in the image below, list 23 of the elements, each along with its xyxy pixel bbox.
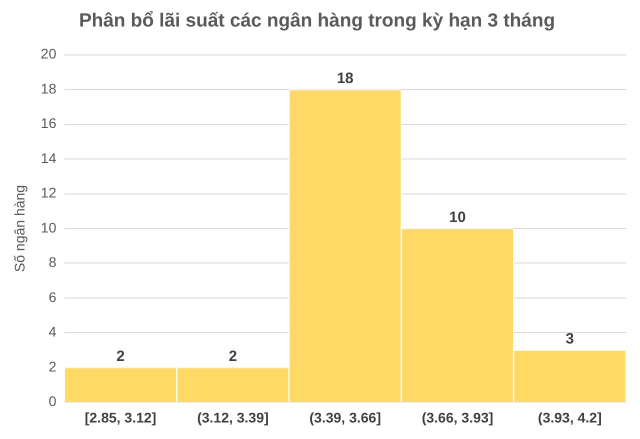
x-tick-label: (3.39, 3.66] [309,409,381,426]
data-label: 3 [566,330,574,348]
x-tick-label: (3.66, 3.93] [422,409,494,426]
y-tick-label: 4 [48,324,57,340]
y-axis-title: Số ngân hàng [11,184,28,272]
y-tick-label: 8 [48,254,57,270]
x-tick-label: (3.93, 4.2] [538,409,602,426]
data-label: 2 [228,348,238,366]
y-tick-label: 10 [40,219,57,236]
y-tick-label: 2 [48,358,57,374]
chart-title: Phân bổ lãi suất các ngân hàng trong kỳ hạn 3 tháng [78,10,556,32]
data-label: 18 [336,70,354,88]
y-tick-label: 18 [40,80,57,96]
data-label: 2 [116,348,125,366]
y-tick-label: 0 [48,393,57,410]
data-label: 10 [449,209,466,226]
y-tick-label: 16 [40,115,57,132]
y-tick-label: 14 [40,150,57,166]
y-tick-label: 12 [40,184,57,201]
x-tick-label: (3.12, 3.39] [197,409,269,426]
y-tick-label: 20 [40,46,57,62]
x-tick-label: [2.85, 3.12] [84,409,156,426]
y-tick-label: 6 [48,288,57,305]
